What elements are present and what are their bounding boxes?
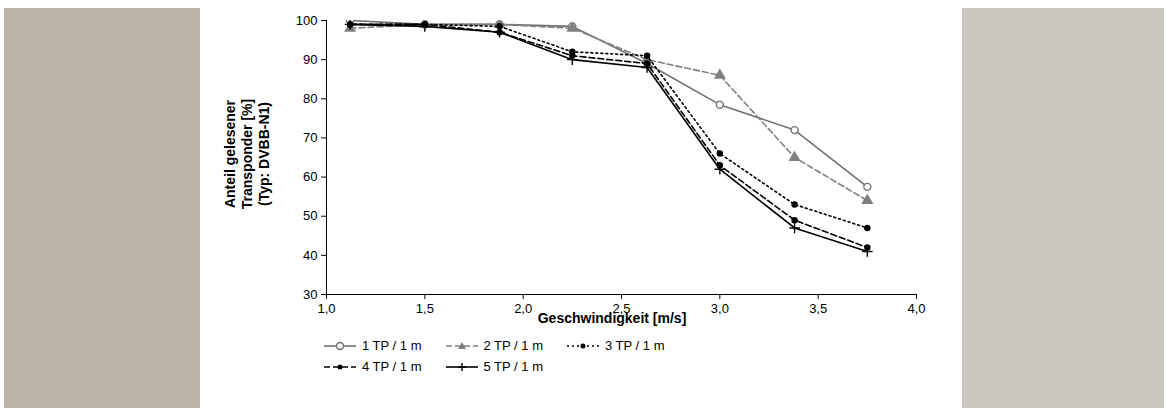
svg-text:90: 90 [303, 52, 317, 67]
svg-text:80: 80 [303, 91, 317, 106]
svg-text:40: 40 [303, 248, 317, 263]
svg-text:100: 100 [296, 13, 318, 28]
svg-text:3,5: 3,5 [809, 301, 827, 316]
svg-text:1,5: 1,5 [416, 301, 434, 316]
svg-text:50: 50 [303, 208, 317, 223]
svg-text:70: 70 [303, 130, 317, 145]
svg-text:4,0: 4,0 [907, 301, 925, 316]
svg-text:1,0: 1,0 [317, 301, 335, 316]
svg-text:60: 60 [303, 169, 317, 184]
svg-text:2,0: 2,0 [514, 301, 532, 316]
svg-text:3,0: 3,0 [711, 301, 729, 316]
svg-text:30: 30 [303, 287, 317, 302]
